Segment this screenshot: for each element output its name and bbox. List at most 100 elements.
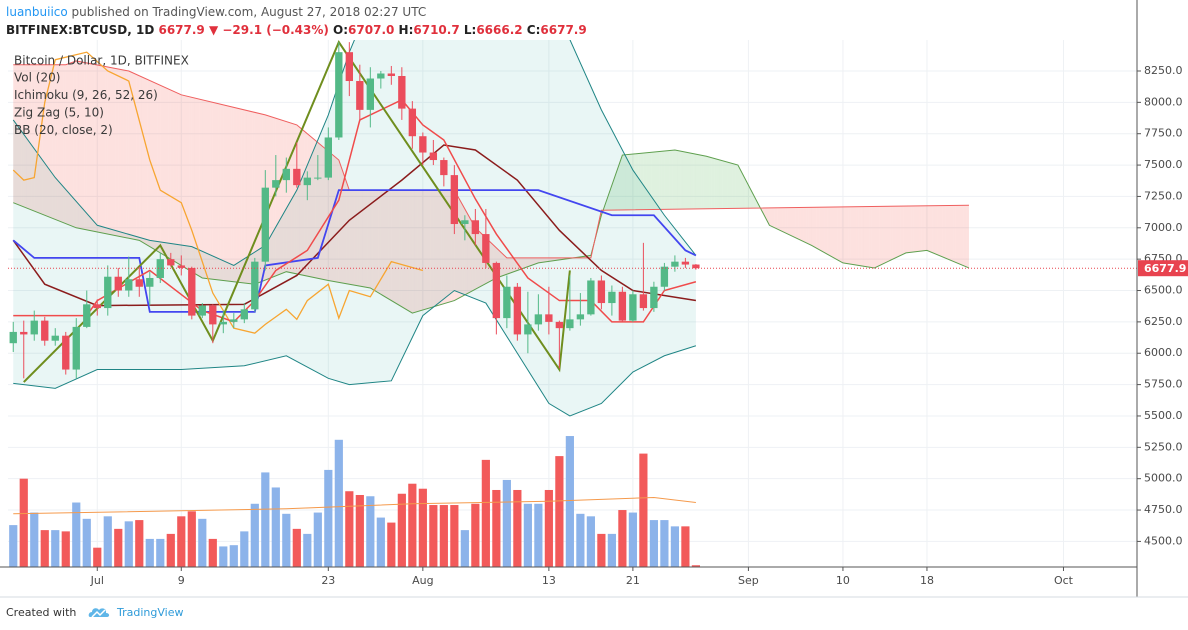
cloud-fill: [614, 170, 618, 211]
volume-ma: [13, 497, 696, 515]
cloud-fill: [333, 155, 337, 282]
cloud-fill: [13, 64, 16, 204]
ichimoku-span-b: [13, 60, 969, 259]
volume-bar: [565, 436, 574, 567]
volume-bar: [649, 520, 658, 567]
candle-body: [72, 326, 80, 370]
volume-bar: [439, 505, 448, 567]
cloud-fill: [727, 162, 731, 209]
volume-bar: [124, 521, 133, 567]
y-tick-label: 7750.0: [1144, 127, 1183, 140]
cloud-fill: [546, 257, 549, 262]
x-tick-label: Oct: [1054, 574, 1074, 587]
volume-bar: [586, 516, 595, 567]
volume-bar: [135, 520, 144, 567]
candle-body: [450, 175, 459, 225]
cloud-fill: [281, 119, 284, 274]
cloud-fill: [168, 88, 171, 260]
candle-body: [125, 279, 133, 291]
candle-body: [230, 319, 238, 322]
candle-body: [62, 335, 70, 370]
cloud-fill: [367, 190, 371, 289]
volume-bar: [670, 526, 679, 567]
volume-bar: [597, 533, 606, 567]
cloud-fill: [856, 206, 859, 266]
cloud-fill: [446, 190, 450, 303]
cloud-fill: [722, 160, 725, 209]
y-tick-label: 7500.0: [1144, 158, 1183, 171]
volume-bar: [208, 538, 217, 567]
cloud-fill: [837, 206, 841, 262]
legend-entry: Ichimoku (9, 26, 52, 26): [14, 88, 158, 102]
header-segment: ▼: [209, 23, 222, 37]
candle-body: [492, 262, 501, 319]
cloud-fill: [646, 152, 649, 210]
candle-body: [198, 305, 206, 316]
cloud-fill: [113, 67, 116, 236]
candle-body: [629, 294, 637, 321]
cloud-fill: [401, 190, 405, 309]
cloud-fill: [294, 124, 297, 274]
volume-bar: [229, 545, 238, 567]
cloud-fill: [821, 207, 825, 253]
cloud-fill: [719, 159, 723, 209]
cloud-fill: [945, 205, 948, 260]
cloud-fill: [273, 117, 276, 277]
cloud-fill: [29, 64, 32, 211]
cloud-fill: [291, 123, 295, 274]
volume-bar: [250, 503, 259, 567]
cloud-fill: [120, 69, 124, 238]
cloud-fill: [438, 190, 442, 306]
cloud-fill: [26, 64, 30, 209]
volume-bar: [40, 530, 49, 567]
cloud-fill: [958, 205, 962, 265]
cloud-fill: [808, 207, 812, 246]
candle-body: [534, 314, 543, 325]
x-tick-label: 21: [626, 574, 640, 587]
cloud-fill: [824, 207, 828, 255]
cloud-fill: [787, 207, 791, 236]
cloud-fill: [443, 190, 447, 304]
footer-created: Created with: [6, 606, 76, 619]
candle-body: [251, 261, 259, 310]
cloud-fill: [835, 207, 838, 260]
cloud-fill: [695, 154, 699, 209]
cloud-fill: [131, 72, 135, 240]
cloud-fill: [186, 96, 190, 271]
cloud-fill: [393, 190, 397, 304]
cloud-fill: [512, 257, 515, 273]
header-segment: luanbuiico: [6, 5, 68, 19]
cloud-fill: [525, 257, 528, 268]
cloud-fill: [937, 205, 941, 256]
cloud-fill: [929, 205, 933, 253]
cloud-fill: [372, 190, 376, 292]
cloud-fill: [207, 101, 211, 279]
cloud-fill: [94, 64, 98, 232]
cloud-fill: [359, 190, 363, 287]
cloud-fill: [380, 190, 384, 296]
cloud-fill: [244, 109, 247, 284]
cloud-fill: [102, 65, 106, 234]
volume-bar: [523, 503, 532, 567]
cloud-fill: [653, 151, 657, 210]
cloud-fill: [346, 182, 350, 285]
volume-bar: [681, 526, 690, 567]
cloud-fill: [895, 206, 899, 258]
cloud-fill: [165, 87, 169, 258]
cloud-fill: [435, 190, 439, 307]
cloud-fill: [52, 64, 56, 220]
cloud-fill: [840, 206, 843, 263]
volume-bar: [607, 533, 616, 567]
cloud-fill: [223, 104, 226, 281]
cloud-fill: [65, 63, 69, 225]
volume-bar: [397, 493, 406, 567]
header-segment: −29.1 (−0.43%): [222, 23, 333, 37]
y-tick-label: 4500.0: [1144, 534, 1183, 547]
cloud-fill: [191, 97, 195, 274]
cloud-fill: [724, 161, 728, 209]
cloud-fill: [86, 62, 90, 231]
volume-bar: [492, 489, 501, 567]
cloud-fill: [317, 142, 321, 279]
cloud-fill: [669, 150, 673, 210]
volume-bar: [450, 505, 459, 567]
